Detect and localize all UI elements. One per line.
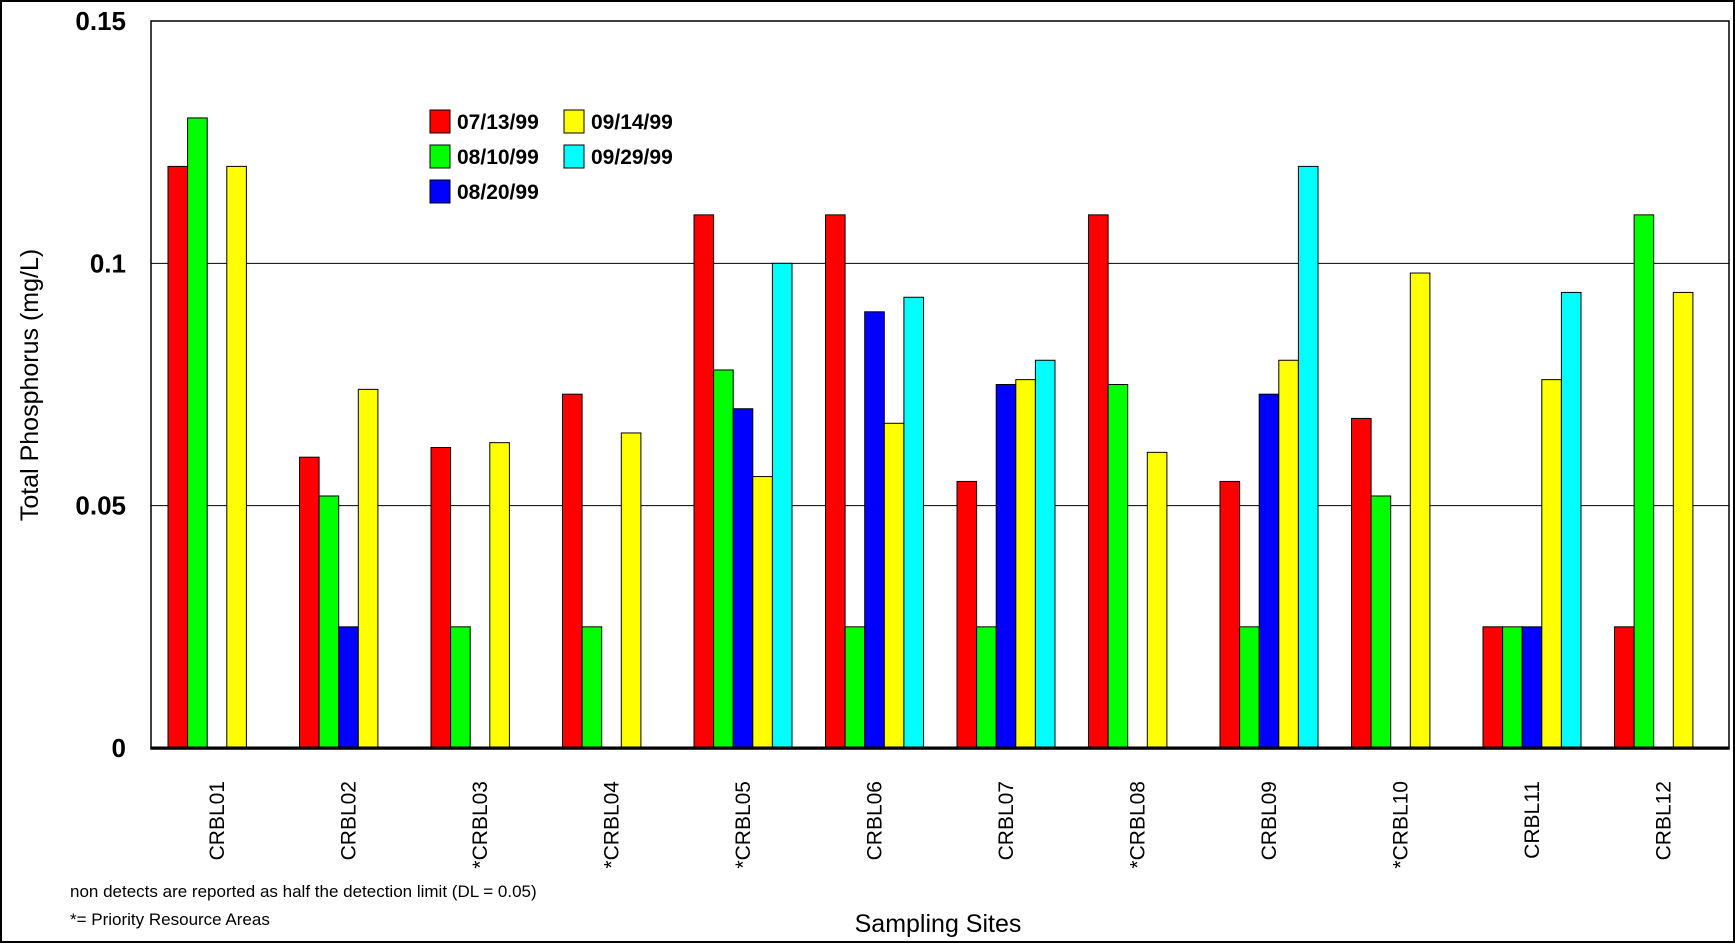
bar-crbl06-series-1 [825,214,846,749]
bar-crbl01-series-2 [187,117,208,749]
y-tick-label: 0.15 [75,6,126,36]
bar-crbl11-series-5 [1560,291,1582,749]
legend: 07/13/99 09/14/99 08/10/99 09/29/99 08/20/99 [429,109,673,204]
bar-crbl04-series-2 [581,626,603,749]
bar-crbl08-series-4 [1146,451,1168,749]
bars [167,117,1694,749]
bar-crbl10-series-1 [1351,417,1372,749]
x-tick-label: CRBL06 [863,781,886,860]
bar-crbl11-series-4 [1541,379,1562,749]
bar-crbl03-series-1 [430,447,452,749]
x-tick-label: *CRBL05 [732,781,755,869]
y-axis-title: Total Phosphorus (mg/L) [16,249,44,521]
bar-crbl09-series-1 [1219,480,1241,749]
x-tick-label: *CRBL08 [1126,781,1149,869]
legend-label: 09/14/99 [591,111,673,134]
bar-crbl10-series-2 [1370,495,1392,749]
bar-crbl02-series-2 [318,495,340,749]
bar-crbl09-series-5 [1297,165,1319,749]
bar-crbl11-series-2 [1502,626,1523,749]
bar-crbl06-series-2 [844,626,866,749]
bar-crbl11-series-1 [1482,626,1504,749]
bar-crbl08-series-1 [1088,214,1109,749]
note-priority-areas: *= Priority Resource Areas [70,910,270,929]
bar-crbl02-series-1 [299,456,320,749]
bar-crbl04-series-4 [620,432,642,749]
bar-crbl02-series-4 [357,388,379,749]
x-tick-label: *CRBL10 [1389,781,1412,869]
x-tick-label: CRBL12 [1652,781,1675,860]
legend-label: 08/20/99 [457,181,539,204]
x-tick-label: CRBL09 [1258,781,1281,860]
bar-crbl04-series-1 [562,393,583,749]
bar-crbl07-series-5 [1034,359,1056,749]
note-detection-limit: non detects are reported as half the det… [70,882,537,901]
bar-crbl12-series-4 [1672,291,1694,749]
x-tick-label: *CRBL03 [469,781,492,869]
x-tick-label: CRBL02 [337,781,360,860]
bar-crbl12-series-2 [1633,214,1655,749]
bar-crbl03-series-2 [450,626,471,749]
bar-crbl06-series-5 [903,296,925,749]
bar-crbl07-series-4 [1015,379,1036,749]
y-tick-label: 0.05 [75,491,126,521]
bar-crbl08-series-2 [1107,384,1129,749]
bar-crbl03-series-4 [489,442,510,749]
x-tick-label: *CRBL04 [600,781,623,869]
bar-crbl02-series-3 [338,626,359,749]
x-tick-label: CRBL07 [995,781,1018,860]
bar-crbl09-series-3 [1258,393,1280,749]
bar-crbl07-series-1 [956,480,978,749]
bar-crbl05-series-5 [771,262,793,749]
x-tick-label: CRBL01 [206,781,229,860]
y-tick-label: 0.1 [90,248,126,278]
bar-crbl10-series-4 [1409,272,1431,749]
gridlines [151,262,1729,507]
x-ticks: CRBL01 CRBL02 *CRBL03 *CRBL04 *CRBL05 CRBL06 C… [206,781,1676,869]
bar-crbl06-series-4 [883,422,905,749]
bar-crbl05-series-1 [693,214,715,749]
bar-crbl11-series-3 [1521,626,1543,749]
y-ticks: 0 0.05 0.1 0.15 [75,6,126,763]
legend-label: 08/10/99 [457,146,539,169]
x-axis-title: Sampling Sites [855,910,1022,938]
legend-swatch [429,144,451,169]
x-tick-label: CRBL11 [1521,781,1544,859]
bar-crbl05-series-3 [732,408,754,749]
legend-swatch [429,179,451,204]
bar-crbl05-series-4 [752,476,773,749]
bar-crbl12-series-1 [1614,626,1635,749]
y-tick-label: 0 [112,733,126,763]
legend-swatch [563,109,585,134]
bar-crbl01-series-1 [167,165,189,749]
bar-crbl07-series-2 [976,626,997,749]
bar-crbl07-series-3 [995,384,1017,749]
legend-label: 09/29/99 [591,146,673,169]
bar-crbl09-series-4 [1278,359,1299,749]
bar-crbl09-series-2 [1239,626,1260,749]
legend-swatch [563,144,585,169]
bar-crbl05-series-2 [713,369,734,749]
legend-label: 07/13/99 [457,111,539,134]
bar-crbl06-series-3 [864,311,885,749]
bar-crbl01-series-4 [226,165,247,749]
legend-swatch [429,109,451,134]
